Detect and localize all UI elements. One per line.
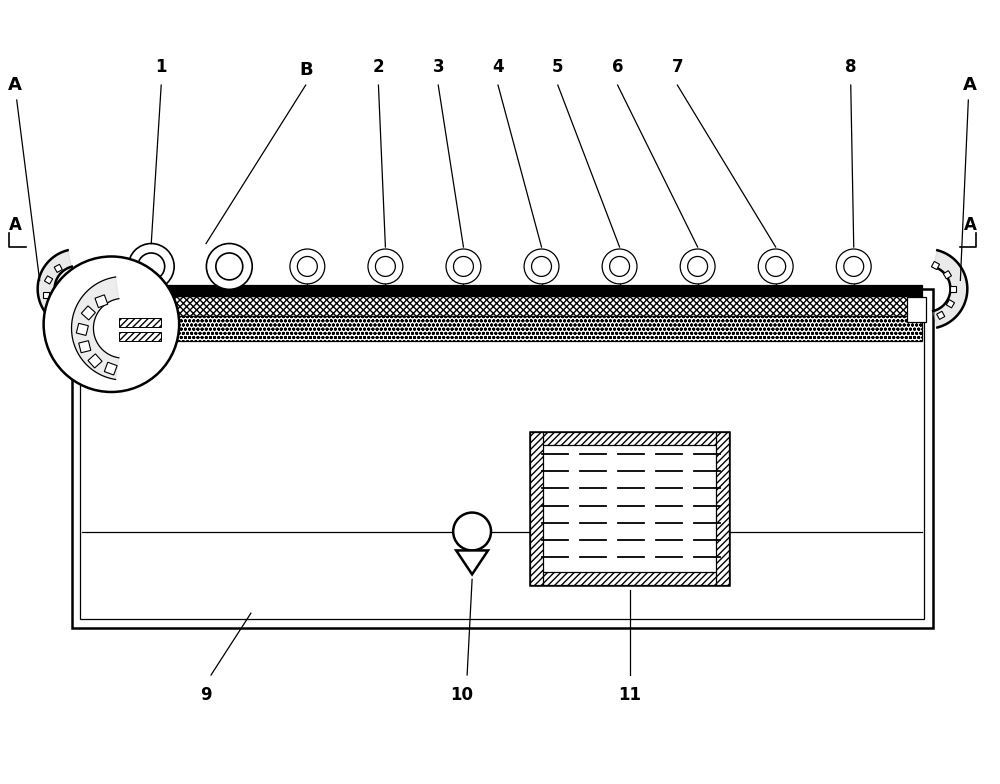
Circle shape xyxy=(219,256,239,277)
Polygon shape xyxy=(38,250,72,328)
Bar xyxy=(530,572,729,586)
Polygon shape xyxy=(456,550,488,575)
Text: A: A xyxy=(964,216,977,234)
Text: 5: 5 xyxy=(552,58,564,76)
Bar xyxy=(43,292,49,298)
Text: 4: 4 xyxy=(492,58,504,76)
Bar xyxy=(48,305,56,313)
Polygon shape xyxy=(72,277,119,379)
Bar xyxy=(72,289,933,628)
Circle shape xyxy=(216,253,243,280)
Bar xyxy=(79,341,91,353)
Bar xyxy=(95,295,108,307)
Circle shape xyxy=(44,256,179,392)
Bar xyxy=(54,264,62,272)
Text: 8: 8 xyxy=(845,58,857,76)
Text: A: A xyxy=(963,76,977,94)
Bar xyxy=(937,311,945,319)
Circle shape xyxy=(206,244,252,289)
Text: 6: 6 xyxy=(612,58,623,76)
Bar xyxy=(530,432,729,586)
Circle shape xyxy=(446,249,481,284)
Bar xyxy=(76,323,88,336)
Circle shape xyxy=(297,256,317,277)
Bar xyxy=(44,276,53,284)
Bar xyxy=(88,354,102,368)
Text: 7: 7 xyxy=(672,58,683,76)
Text: 3: 3 xyxy=(432,58,444,76)
Bar xyxy=(82,285,922,296)
Circle shape xyxy=(453,256,473,277)
Circle shape xyxy=(134,249,169,284)
Circle shape xyxy=(138,253,165,280)
Bar xyxy=(907,297,926,322)
Polygon shape xyxy=(933,250,967,328)
Circle shape xyxy=(766,256,786,277)
Circle shape xyxy=(212,249,247,284)
Bar xyxy=(119,332,161,341)
Bar xyxy=(950,286,956,292)
Bar xyxy=(119,318,161,327)
Circle shape xyxy=(524,249,559,284)
Circle shape xyxy=(680,249,715,284)
Circle shape xyxy=(141,256,161,277)
Text: A: A xyxy=(8,76,22,94)
Text: 1: 1 xyxy=(155,58,167,76)
Text: 2: 2 xyxy=(373,58,384,76)
Bar xyxy=(530,432,543,586)
Circle shape xyxy=(688,256,708,277)
Circle shape xyxy=(368,249,403,284)
Text: 10: 10 xyxy=(451,686,474,704)
Bar xyxy=(943,270,951,279)
Circle shape xyxy=(375,256,395,277)
Bar xyxy=(946,299,955,308)
Bar xyxy=(716,432,729,586)
Text: A: A xyxy=(9,216,22,234)
Bar xyxy=(82,296,922,316)
Circle shape xyxy=(453,513,491,550)
Circle shape xyxy=(836,249,871,284)
Circle shape xyxy=(128,244,174,289)
Bar xyxy=(81,306,95,320)
Bar xyxy=(59,314,68,322)
Bar xyxy=(931,261,940,270)
Bar xyxy=(80,299,924,619)
Circle shape xyxy=(844,256,864,277)
Circle shape xyxy=(290,249,325,284)
Circle shape xyxy=(758,249,793,284)
Bar xyxy=(104,362,117,375)
Bar xyxy=(530,432,729,445)
Circle shape xyxy=(610,256,630,277)
Circle shape xyxy=(532,256,551,277)
Text: B: B xyxy=(299,61,313,79)
Text: 11: 11 xyxy=(618,686,641,704)
Bar xyxy=(82,316,922,341)
Circle shape xyxy=(602,249,637,284)
Text: 9: 9 xyxy=(200,686,212,704)
